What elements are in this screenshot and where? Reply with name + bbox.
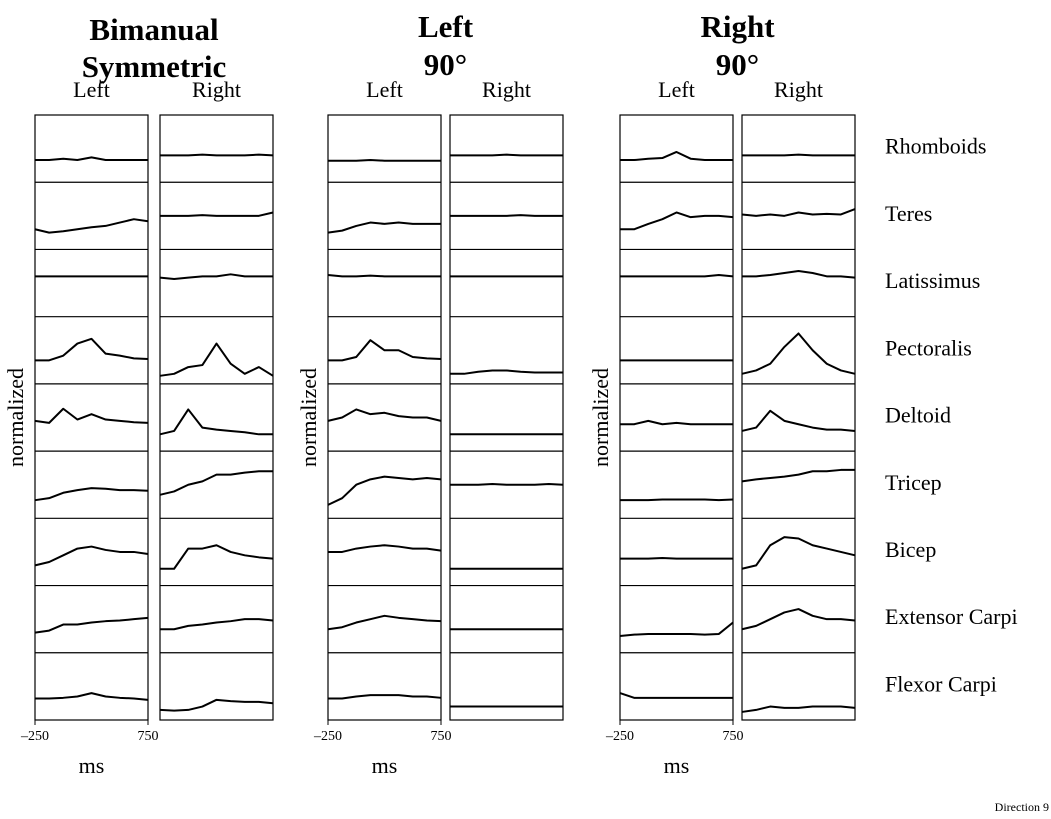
column-label: Right <box>482 77 531 102</box>
emg-trace <box>160 211 274 217</box>
emg-trace <box>450 369 563 375</box>
emg-trace <box>620 211 734 231</box>
x-tick-label: –250 <box>605 729 634 744</box>
emg-trace <box>34 218 149 234</box>
emg-trace <box>327 475 442 506</box>
panel-frame <box>619 114 734 721</box>
emg-trace <box>159 273 273 281</box>
panel-frame <box>741 114 856 721</box>
emg-trace <box>160 544 274 570</box>
emg-trace <box>741 608 856 631</box>
emg-trace <box>34 407 149 424</box>
x-axis-label: ms <box>664 753 690 778</box>
panel-frame <box>34 114 149 721</box>
emg-trace <box>742 269 856 279</box>
emg-trace <box>450 483 564 486</box>
emg-trace <box>328 544 442 553</box>
emg-trace <box>34 487 149 502</box>
muscle-label: Flexor Carpi <box>885 671 997 696</box>
muscle-label: Rhomboids <box>885 134 986 159</box>
emg-trace <box>160 153 274 157</box>
x-tick-label: 750 <box>431 729 452 744</box>
panel-frame <box>327 114 442 721</box>
emg-trace <box>35 692 149 701</box>
muscle-label: Latissimus <box>885 268 980 293</box>
direction-label: Direction 9 <box>995 800 1049 814</box>
group-title: 90° <box>424 47 467 82</box>
x-axis-label: ms <box>372 753 398 778</box>
emg-trace <box>34 545 149 567</box>
emg-trace <box>34 616 149 634</box>
emg-trace <box>327 221 441 234</box>
emg-trace <box>620 556 733 560</box>
emg-trace <box>327 614 442 631</box>
emg-trace <box>328 339 442 362</box>
emg-trace <box>620 498 734 502</box>
y-axis-label: normalized <box>296 368 321 467</box>
emg-trace <box>620 419 733 426</box>
emg-trace <box>620 150 733 162</box>
column-label: Left <box>73 77 110 102</box>
emg-trace <box>620 273 734 278</box>
column-label: Left <box>366 77 403 102</box>
x-tick-label: 750 <box>138 729 159 744</box>
group-title: Symmetric <box>82 49 227 84</box>
emg-trace <box>159 342 274 377</box>
emg-trace <box>328 159 441 162</box>
emg-trace <box>159 698 274 712</box>
muscle-label: Teres <box>885 201 932 226</box>
emg-trace <box>160 618 274 631</box>
x-axis-label: ms <box>79 753 105 778</box>
emg-trace <box>327 408 442 422</box>
muscle-label: Deltoid <box>885 403 951 428</box>
muscle-label: Extensor Carpi <box>885 604 1018 629</box>
x-tick-label: 750 <box>723 729 744 744</box>
emg-trace <box>159 470 273 496</box>
emg-trace <box>741 409 856 432</box>
muscle-label: Pectoralis <box>885 335 972 360</box>
emg-trace <box>327 273 441 278</box>
emg-trace <box>741 705 856 713</box>
muscle-label: Bicep <box>885 537 936 562</box>
x-tick-label: –250 <box>20 729 49 744</box>
y-axis-label: normalized <box>588 368 613 467</box>
emg-trace <box>450 214 563 217</box>
y-axis-label: normalized <box>3 368 28 467</box>
emg-trace <box>741 208 856 217</box>
emg-trace <box>742 153 855 157</box>
x-tick-label: –250 <box>313 729 342 744</box>
group-title: Right <box>700 9 775 44</box>
panel-frame <box>159 114 274 721</box>
emg-trace <box>741 536 856 570</box>
emg-trace <box>619 692 733 699</box>
emg-trace <box>741 332 856 375</box>
group-title: Left <box>418 9 474 44</box>
group-title: 90° <box>716 47 759 82</box>
emg-trace <box>328 694 442 700</box>
emg-trace <box>159 408 273 436</box>
emg-trace <box>741 468 855 483</box>
group-title: Bimanual <box>89 12 219 47</box>
muscle-label: Tricep <box>885 470 942 495</box>
panel-frame <box>449 114 564 721</box>
emg-trace <box>35 156 148 162</box>
emg-trace <box>450 153 563 157</box>
column-label: Left <box>658 77 695 102</box>
emg-trace <box>619 621 734 637</box>
column-label: Right <box>774 77 823 102</box>
emg-trace <box>35 337 149 362</box>
column-label: Right <box>192 77 241 102</box>
